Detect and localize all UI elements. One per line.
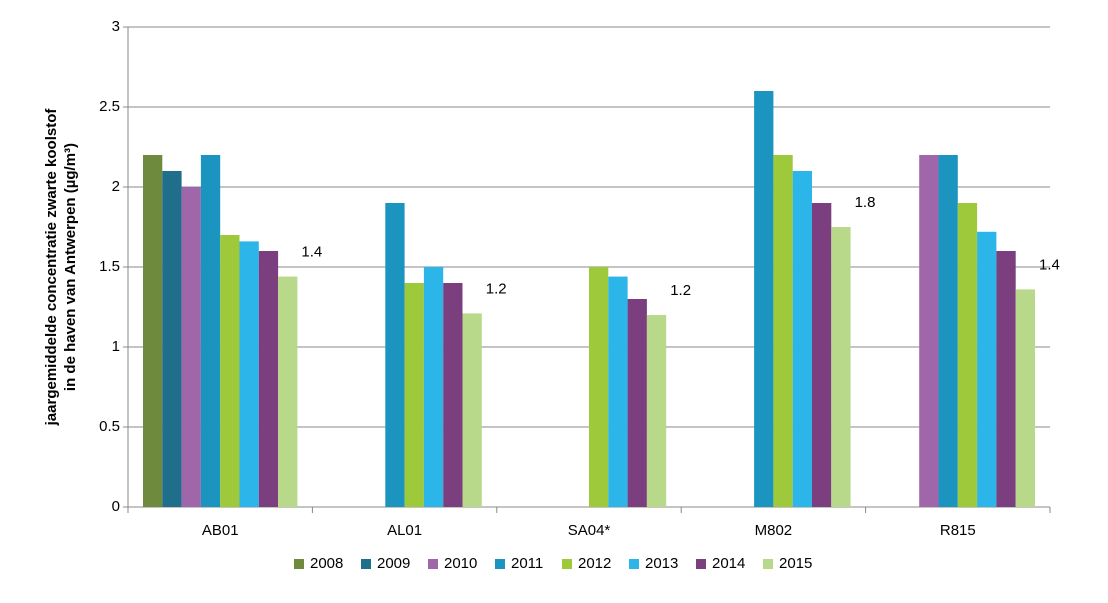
legend-label: 2015	[779, 555, 812, 572]
bar	[423, 267, 444, 507]
legend-swatch	[629, 559, 639, 569]
bar	[589, 267, 609, 507]
y-tick-label: 1	[112, 338, 120, 355]
bar	[278, 276, 298, 507]
bar	[162, 171, 182, 507]
bar	[812, 203, 832, 507]
bar	[831, 227, 851, 507]
bar	[443, 283, 463, 507]
y-axis-title-line: in de haven van Antwerpen (µg/m³)	[62, 143, 79, 391]
bar	[919, 155, 939, 507]
x-tick-label: R815	[940, 522, 976, 539]
data-label: 1.4	[1039, 256, 1060, 273]
y-tick-label: 1.5	[99, 258, 120, 275]
bar	[181, 187, 201, 507]
data-label: 1.2	[670, 282, 691, 299]
bar	[1015, 289, 1035, 507]
bar	[258, 251, 279, 507]
legend-swatch	[562, 559, 572, 569]
legend-label: 2014	[712, 555, 745, 572]
data-label: 1.2	[486, 280, 507, 297]
y-axis-title-line: jaargemiddelde concentratie zwarte kools…	[43, 108, 60, 427]
bar	[792, 171, 812, 507]
bar	[773, 155, 793, 507]
bar	[627, 299, 647, 507]
y-tick-label: 0	[112, 498, 120, 515]
bar	[462, 313, 482, 507]
legend-label: 2008	[310, 555, 343, 572]
bar	[385, 203, 405, 507]
bar	[646, 315, 667, 507]
legend-label: 2009	[377, 555, 410, 572]
x-tick-label: AL01	[387, 522, 422, 539]
bar	[404, 283, 424, 507]
bar	[239, 241, 259, 507]
legend-label: 2011	[511, 555, 543, 572]
bar	[220, 235, 240, 507]
bar	[996, 251, 1016, 507]
legend-label: 2012	[578, 555, 611, 572]
data-label: 1.4	[301, 244, 322, 261]
x-tick-label: AB01	[202, 522, 239, 539]
data-label: 1.8	[855, 194, 876, 211]
legend-label: 2013	[645, 555, 678, 572]
x-tick-label: M802	[755, 522, 793, 539]
legend-swatch	[294, 559, 304, 569]
legend-swatch	[763, 559, 773, 569]
x-tick-label: SA04*	[568, 522, 611, 539]
legend-swatch	[696, 559, 706, 569]
bar	[957, 203, 978, 507]
y-tick-label: 0.5	[99, 418, 120, 435]
bar	[143, 155, 163, 507]
y-tick-label: 2.5	[99, 98, 120, 115]
y-axis-title: jaargemiddelde concentratie zwarte kools…	[43, 108, 79, 427]
y-tick-label: 2	[112, 178, 120, 195]
bar	[977, 231, 997, 508]
legend-swatch	[361, 559, 371, 569]
bar	[754, 91, 774, 507]
bar	[608, 276, 628, 507]
bar	[938, 155, 958, 507]
bar	[200, 155, 221, 507]
y-tick-label: 3	[112, 18, 120, 35]
legend-swatch	[495, 559, 505, 569]
legend-label: 2010	[444, 555, 477, 572]
legend-swatch	[428, 559, 438, 569]
